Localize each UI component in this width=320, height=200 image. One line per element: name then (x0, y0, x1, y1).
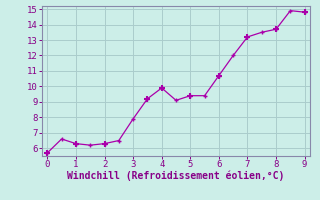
X-axis label: Windchill (Refroidissement éolien,°C): Windchill (Refroidissement éolien,°C) (67, 171, 285, 181)
